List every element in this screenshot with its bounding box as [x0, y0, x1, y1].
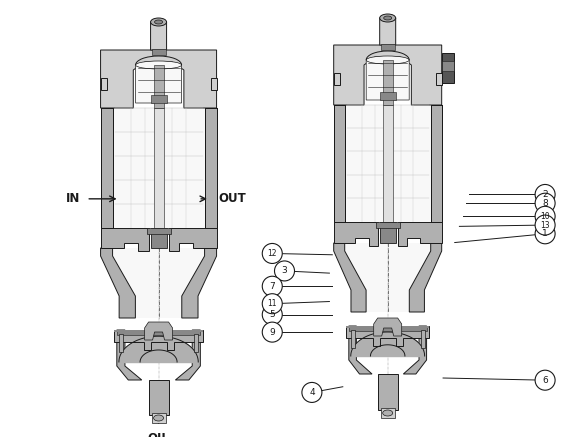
Bar — [114, 330, 203, 332]
Circle shape — [535, 370, 555, 390]
Text: 4: 4 — [309, 388, 315, 397]
Polygon shape — [346, 326, 430, 346]
Polygon shape — [398, 222, 442, 246]
Bar — [436, 73, 442, 85]
Ellipse shape — [150, 18, 167, 26]
Bar — [420, 330, 424, 348]
Polygon shape — [345, 243, 431, 312]
Circle shape — [262, 322, 282, 342]
Polygon shape — [117, 330, 142, 380]
Circle shape — [262, 305, 282, 325]
Polygon shape — [101, 228, 149, 251]
Bar — [153, 108, 164, 228]
Text: 10: 10 — [540, 212, 550, 221]
Ellipse shape — [380, 14, 396, 22]
Text: 7: 7 — [269, 282, 275, 291]
Bar — [150, 95, 167, 103]
Text: 5: 5 — [269, 310, 275, 319]
Circle shape — [535, 215, 555, 235]
Bar — [380, 92, 396, 100]
Polygon shape — [409, 243, 442, 312]
Text: 12: 12 — [268, 249, 277, 258]
Circle shape — [535, 224, 555, 244]
Bar — [333, 105, 345, 222]
Ellipse shape — [366, 56, 409, 64]
Polygon shape — [114, 330, 203, 350]
Bar — [375, 222, 400, 228]
FancyBboxPatch shape — [150, 22, 167, 50]
Bar — [382, 105, 393, 222]
Text: 3: 3 — [282, 267, 287, 275]
Bar — [380, 222, 396, 243]
Ellipse shape — [136, 61, 181, 69]
Circle shape — [535, 184, 555, 205]
Polygon shape — [349, 326, 372, 374]
Text: OUT: OUT — [219, 192, 247, 205]
Bar — [378, 374, 398, 410]
Ellipse shape — [384, 16, 392, 20]
Bar — [146, 228, 171, 234]
FancyBboxPatch shape — [136, 65, 181, 103]
Text: OIL: OIL — [147, 432, 170, 437]
Text: 1: 1 — [542, 229, 548, 238]
Bar — [113, 108, 205, 228]
Bar — [431, 105, 442, 222]
Bar — [346, 326, 430, 328]
Circle shape — [535, 193, 555, 213]
Bar — [152, 413, 166, 423]
Bar — [210, 78, 216, 90]
Text: 8: 8 — [542, 199, 548, 208]
Bar — [349, 326, 427, 331]
Bar — [150, 228, 167, 248]
Circle shape — [262, 243, 282, 264]
Bar — [381, 408, 395, 418]
Bar — [194, 334, 198, 352]
Bar — [351, 330, 355, 348]
Ellipse shape — [153, 415, 164, 421]
Bar — [333, 73, 340, 85]
Bar — [205, 108, 216, 228]
Bar — [117, 330, 201, 335]
FancyBboxPatch shape — [380, 18, 396, 45]
Text: IN: IN — [65, 192, 80, 205]
Text: 13: 13 — [540, 221, 550, 229]
FancyBboxPatch shape — [366, 60, 409, 100]
Text: 11: 11 — [268, 299, 277, 308]
Bar — [381, 44, 395, 50]
Polygon shape — [374, 318, 402, 336]
Text: 2: 2 — [542, 190, 548, 199]
Circle shape — [275, 261, 294, 281]
Bar — [101, 108, 113, 228]
Bar — [382, 60, 393, 105]
Circle shape — [302, 382, 322, 402]
Polygon shape — [168, 228, 216, 251]
Circle shape — [262, 276, 282, 296]
Bar — [442, 61, 454, 71]
Bar — [119, 334, 123, 352]
Polygon shape — [182, 248, 216, 318]
Bar — [442, 53, 454, 83]
Text: 9: 9 — [269, 328, 275, 336]
Bar — [101, 78, 107, 90]
Polygon shape — [101, 248, 135, 318]
Polygon shape — [333, 45, 442, 105]
Bar — [153, 65, 164, 108]
Polygon shape — [113, 248, 205, 318]
Bar — [149, 380, 168, 415]
Polygon shape — [403, 326, 427, 374]
Polygon shape — [333, 243, 366, 312]
Text: 6: 6 — [542, 376, 548, 385]
Bar — [152, 49, 166, 55]
Ellipse shape — [382, 410, 393, 416]
Circle shape — [262, 294, 282, 314]
Ellipse shape — [154, 20, 163, 24]
Polygon shape — [145, 322, 173, 340]
Bar — [345, 105, 431, 222]
Polygon shape — [333, 222, 378, 246]
Polygon shape — [101, 50, 216, 108]
Circle shape — [535, 206, 555, 226]
Polygon shape — [175, 330, 201, 380]
